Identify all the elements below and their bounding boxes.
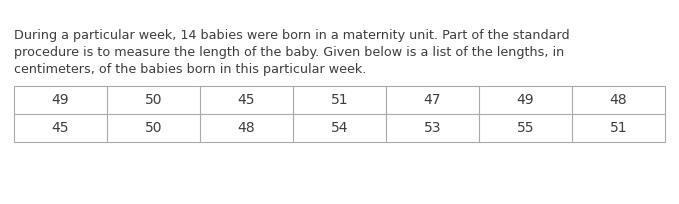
Text: 51: 51: [331, 93, 348, 107]
Text: 49: 49: [52, 93, 69, 107]
Text: 54: 54: [331, 121, 348, 135]
Text: 49: 49: [517, 93, 534, 107]
Text: 45: 45: [238, 93, 255, 107]
Text: 45: 45: [52, 121, 69, 135]
Text: procedure is to measure the length of the baby. Given below is a list of the len: procedure is to measure the length of th…: [14, 46, 564, 59]
Text: centimeters, of the babies born in this particular week.: centimeters, of the babies born in this …: [14, 63, 367, 76]
Text: 51: 51: [610, 121, 627, 135]
Text: 55: 55: [517, 121, 534, 135]
Text: 48: 48: [610, 93, 627, 107]
Text: During a particular week, 14 babies were born in a maternity unit. Part of the s: During a particular week, 14 babies were…: [14, 29, 570, 42]
Text: 53: 53: [424, 121, 441, 135]
Text: 50: 50: [145, 93, 162, 107]
Text: 50: 50: [145, 121, 162, 135]
Text: 48: 48: [238, 121, 255, 135]
Text: 47: 47: [424, 93, 441, 107]
